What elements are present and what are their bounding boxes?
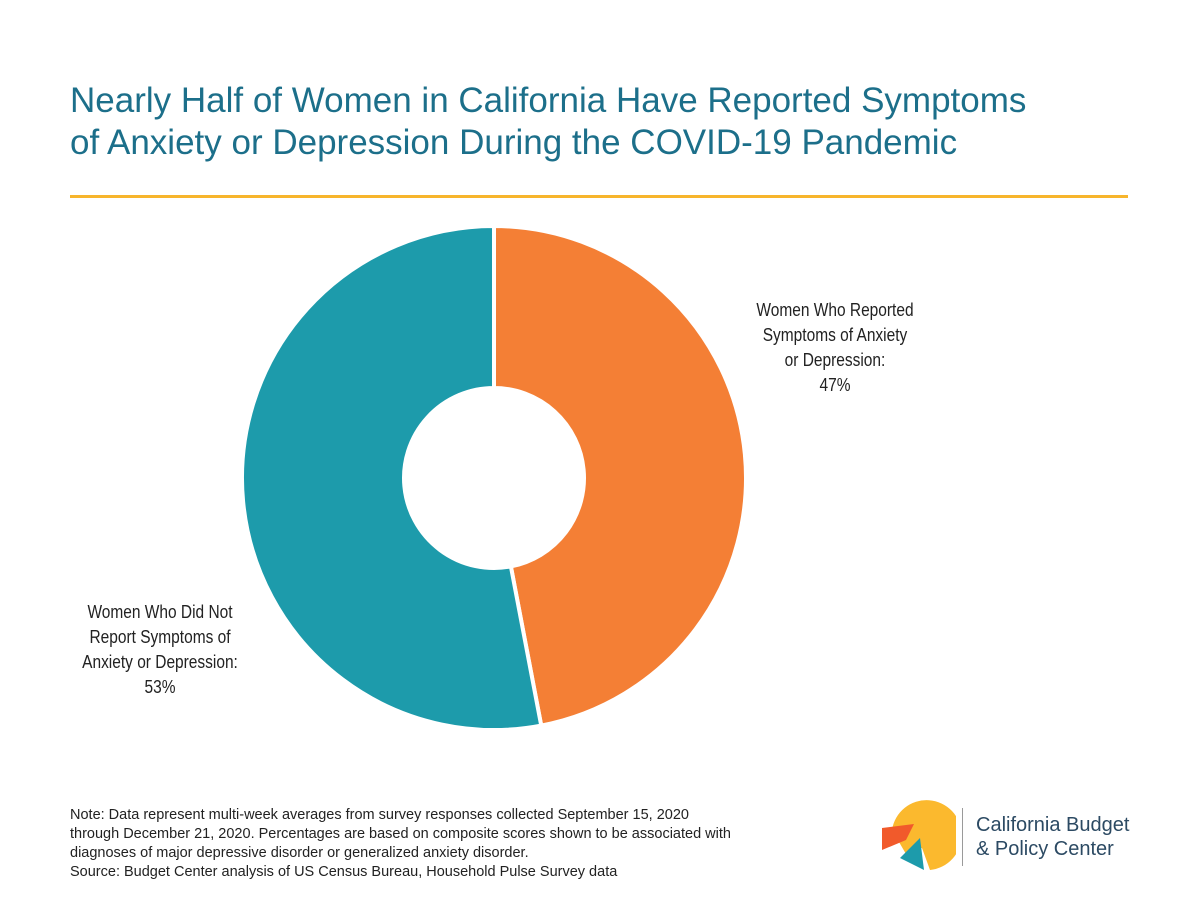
slice-label-reported: Women Who Reported Symptoms of Anxiety o… bbox=[753, 298, 916, 398]
chart-note: Note: Data represent multi-week averages… bbox=[70, 806, 860, 882]
source-line: Source: Budget Center analysis of US Cen… bbox=[70, 864, 618, 880]
slice-label-not-reported-line: Anxiety or Depression: bbox=[82, 652, 238, 672]
donut-slice-not-reported bbox=[240, 224, 544, 732]
slice-label-not-reported-line: Report Symptoms of bbox=[89, 627, 231, 647]
chart-title-line-2: of Anxiety or Depression During the COVI… bbox=[70, 123, 958, 162]
slice-label-reported-line: or Depression: bbox=[784, 350, 886, 370]
logo-wordmark: California Budget & Policy Center bbox=[976, 813, 1129, 861]
slice-label-not-reported: Women Who Did Not Report Symptoms of Anx… bbox=[74, 600, 246, 700]
donut-slice-reported bbox=[492, 224, 748, 728]
slice-label-reported-line: Symptoms of Anxiety bbox=[762, 325, 908, 345]
slice-label-not-reported-line: Women Who Did Not bbox=[87, 602, 233, 622]
note-line: Note: Data represent multi-week averages… bbox=[70, 807, 689, 823]
chart-title-line-1: Nearly Half of Women in California Have … bbox=[70, 81, 1027, 120]
logo-teal-shape bbox=[900, 838, 924, 870]
slice-value-reported: 47% bbox=[819, 375, 851, 395]
logo-divider bbox=[962, 808, 963, 866]
chart-title: Nearly Half of Women in California Have … bbox=[70, 80, 1150, 164]
title-divider bbox=[70, 195, 1128, 198]
note-line: diagnoses of major depressive disorder o… bbox=[70, 845, 529, 861]
logo-orange-shape bbox=[882, 824, 914, 850]
organization-logo: California Budget & Policy Center bbox=[876, 800, 1176, 876]
note-line: through December 21, 2020. Percentages a… bbox=[70, 826, 731, 842]
budget-center-logo-icon bbox=[882, 800, 956, 870]
logo-name-line: California Budget bbox=[976, 814, 1130, 836]
logo-name-line: & Policy Center bbox=[976, 838, 1114, 860]
slice-value-not-reported: 53% bbox=[144, 677, 176, 697]
slice-label-reported-line: Women Who Reported bbox=[756, 300, 914, 320]
